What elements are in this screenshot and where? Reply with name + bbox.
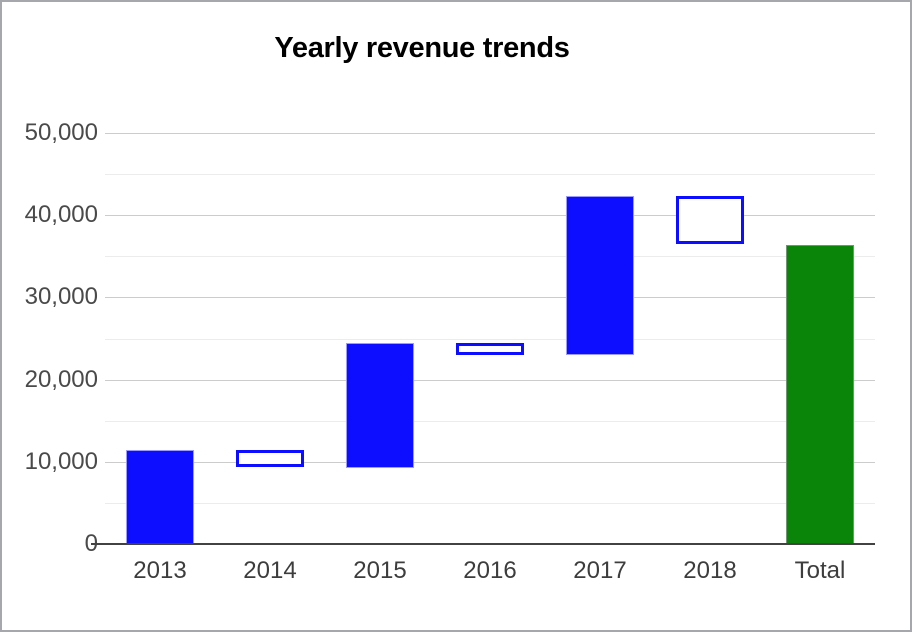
x-axis-label: 2013 [133, 557, 187, 584]
y-axis-tick-label: 30,000 [24, 283, 98, 310]
waterfall-bar-2013[interactable] [126, 450, 194, 544]
gridline-major [105, 380, 875, 381]
y-axis-tick-label: 10,000 [24, 448, 98, 475]
gridline-major [105, 297, 875, 298]
x-axis-label: 2018 [683, 557, 737, 584]
y-axis-tick-label: 50,000 [24, 119, 98, 146]
gridline-major [105, 133, 875, 134]
gridline-minor [105, 503, 875, 504]
gridline-major [105, 215, 875, 216]
y-axis-tick-label: 20,000 [24, 366, 98, 393]
y-axis-tick-label: 0 [84, 530, 98, 557]
waterfall-bar-2017[interactable] [566, 196, 634, 355]
x-axis-label: 2016 [463, 557, 517, 584]
gridline-major [105, 462, 875, 463]
gridline-minor [105, 339, 875, 340]
x-axis-label: 2014 [243, 557, 297, 584]
gridline-minor [105, 421, 875, 422]
plot-area [91, 133, 875, 545]
gridline-minor [105, 174, 875, 175]
gridline-minor [105, 256, 875, 257]
waterfall-bar-2018[interactable] [676, 196, 744, 244]
x-axis-label: 2017 [573, 557, 627, 584]
waterfall-bar-2014[interactable] [236, 450, 304, 467]
waterfall-bar-2015[interactable] [346, 343, 414, 468]
x-axis-label: Total [794, 557, 846, 584]
y-axis-tick-label: 40,000 [24, 201, 98, 228]
waterfall-bar-total[interactable] [786, 245, 854, 544]
x-axis-baseline [91, 543, 875, 545]
waterfall-bar-2016[interactable] [456, 343, 524, 355]
chart-title: Yearly revenue trends [274, 32, 570, 64]
x-axis-label: 2015 [353, 557, 407, 584]
